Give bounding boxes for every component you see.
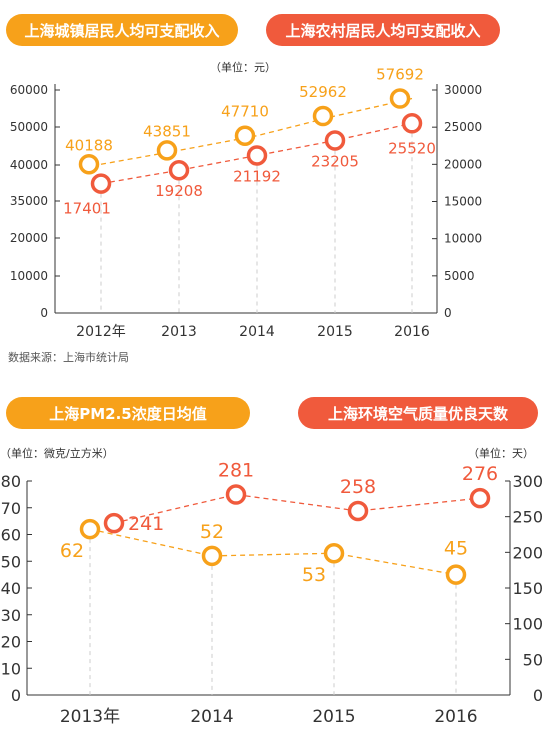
chart1-right-tick-label: 5000 xyxy=(444,269,475,283)
chart1-right-tick-label: 10000 xyxy=(444,232,482,246)
chart2-good-days-label: 281 xyxy=(218,460,254,482)
chart1-plot: 0 10000 20000 35000 40000 50000 60000 0 5000 1000… xyxy=(10,66,482,340)
chart2-good-days-point xyxy=(347,500,369,522)
chart2-title-good-days: 上海环境空气质量优良天数 xyxy=(298,397,538,429)
chart1-x-label: 2013 xyxy=(161,324,197,340)
chart1-urban-label: 40188 xyxy=(65,136,113,154)
chart2-unit-right: （单位：天） xyxy=(468,447,534,460)
chart2-unit-left: （单位：微克/立方米） xyxy=(0,447,114,460)
chart1-rural-point xyxy=(401,113,423,134)
chart1-left-tick-label: 20000 xyxy=(10,231,48,245)
chart2-right-tick-label: 300 xyxy=(512,472,543,491)
chart1-left-tick-label: 60000 xyxy=(10,83,48,97)
chart1-urban-label: 57692 xyxy=(376,66,424,84)
chart1-left-tick-label: 35000 xyxy=(10,194,48,208)
chart1-urban-line xyxy=(100,97,413,165)
chart1-right-tick-label: 25000 xyxy=(444,120,482,134)
chart2-pm25-point xyxy=(201,545,223,567)
chart2-good-days-line xyxy=(113,493,481,524)
chart1-rural-label: 21192 xyxy=(233,167,281,185)
chart2-good-days-label: 258 xyxy=(340,476,376,498)
chart2-good-days-point xyxy=(103,512,125,534)
chart1-rural-label: 25520 xyxy=(388,139,436,157)
chart1-left-tick-label: 50000 xyxy=(10,120,48,134)
chart2-left-tick-label: 80 xyxy=(1,472,21,491)
chart2-left-tick-label: 50 xyxy=(1,552,21,571)
chart1-title-urban: 上海城镇居民人均可支配收入 xyxy=(6,14,238,46)
chart1-urban-point xyxy=(389,88,411,109)
chart2-right-tick-label: 200 xyxy=(512,543,543,562)
chart2-left-tick-label: 0 xyxy=(11,686,21,705)
chart2-pm25-label: 62 xyxy=(60,540,84,562)
chart1-left-tick-label: 10000 xyxy=(10,269,48,283)
chart1-right-tick-label: 0 xyxy=(444,306,452,320)
chart1-urban-point xyxy=(234,125,256,146)
chart2-x-label: 2013年 xyxy=(60,707,120,727)
chart1-rural-point xyxy=(246,145,268,166)
chart1-urban-point xyxy=(78,154,100,175)
chart1-rural-label: 19208 xyxy=(155,182,203,200)
chart1-rural-point xyxy=(324,130,346,151)
chart2-right-tick-label: 150 xyxy=(512,579,543,598)
chart2-x-label: 2014 xyxy=(190,707,233,727)
chart2-left-tick-label: 10 xyxy=(1,659,21,678)
chart2-pm25-point xyxy=(323,542,345,564)
chart2-good-days-label: 276 xyxy=(462,463,498,485)
chart1-rural-line xyxy=(100,122,413,185)
chart1-source: 数据来源：上海市统计局 xyxy=(8,351,129,364)
chart2-right-tick-label: 100 xyxy=(512,615,543,634)
chart2-title-pm25: 上海PM2.5浓度日均值 xyxy=(6,397,250,429)
chart2-right-tick-label: 0 xyxy=(533,686,543,705)
chart2-left-tick-label: 60 xyxy=(1,526,21,545)
chart1-right-tick-label: 30000 xyxy=(444,83,482,97)
chart1-rural-label: 23205 xyxy=(311,153,359,171)
chart2-x-label: 2016 xyxy=(434,707,477,727)
chart1-title-rural: 上海农村居民人均可支配收入 xyxy=(266,14,500,46)
chart2-right-tick-label: 50 xyxy=(523,650,543,669)
chart1-x-label: 2012年 xyxy=(76,324,126,340)
chart2-pm25-label: 52 xyxy=(200,521,224,543)
chart2-good-days-point xyxy=(469,487,491,509)
chart1-left-tick-label: 0 xyxy=(40,306,48,320)
chart1-unit: （单位：元） xyxy=(210,61,276,74)
chart1-urban-label: 43851 xyxy=(143,122,191,140)
chart1-rural-label: 17401 xyxy=(63,200,111,218)
chart2-good-days-label: 241 xyxy=(128,513,164,535)
chart1-rural-point xyxy=(168,159,190,181)
chart2-pm25-label: 45 xyxy=(444,538,468,560)
chart2-pm25-point xyxy=(79,518,101,540)
chart1-left-tick-label: 40000 xyxy=(10,158,48,172)
chart2-right-tick-label: 250 xyxy=(512,508,543,527)
chart1-x-label: 2014 xyxy=(239,324,275,340)
chart1-urban-label: 47710 xyxy=(221,103,269,121)
chart2-x-label: 2015 xyxy=(312,707,355,727)
chart2-left-tick-label: 70 xyxy=(1,499,21,518)
chart1-x-label: 2016 xyxy=(394,324,430,340)
chart1-rural-point xyxy=(90,173,112,194)
chart2-pm25-line xyxy=(89,528,457,576)
chart1-urban-point xyxy=(312,105,334,127)
chart2-left-tick-label: 20 xyxy=(1,633,21,652)
chart2-good-days-point xyxy=(225,484,247,505)
chart2-left-tick-label: 30 xyxy=(1,606,21,625)
chart1-urban-label: 52962 xyxy=(299,83,347,101)
chart1-urban-point xyxy=(156,140,178,161)
chart1-right-tick-label: 15000 xyxy=(444,195,482,209)
chart2-pm25-label: 53 xyxy=(302,564,326,586)
chart2-left-tick-label: 40 xyxy=(1,579,21,598)
chart1-x-label: 2015 xyxy=(317,324,353,340)
chart1-right-tick-label: 20000 xyxy=(444,157,482,171)
chart2-pm25-point xyxy=(445,564,467,585)
